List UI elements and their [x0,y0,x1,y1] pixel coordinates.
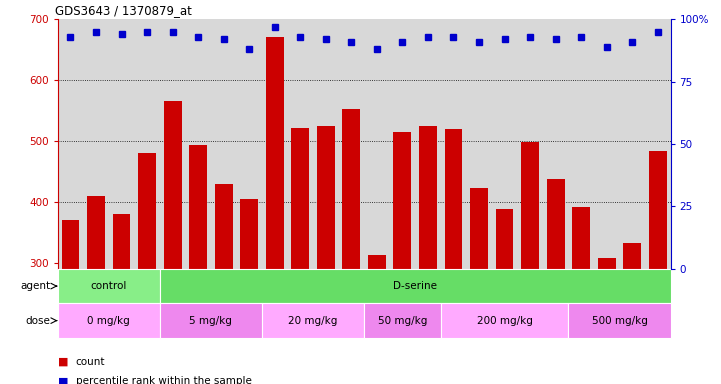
Bar [572,207,590,269]
Text: 0 mg/kg: 0 mg/kg [87,316,130,326]
Bar [240,199,258,269]
Bar [598,258,616,269]
Text: agent: agent [20,281,50,291]
Bar [568,303,671,338]
Bar [58,303,160,338]
Text: 20 mg/kg: 20 mg/kg [288,316,337,326]
Bar [164,101,182,269]
Bar [470,188,488,269]
Text: ■: ■ [58,376,68,384]
Bar [623,243,641,269]
Text: GDS3643 / 1370879_at: GDS3643 / 1370879_at [55,3,192,17]
Bar [61,220,79,269]
Text: percentile rank within the sample: percentile rank within the sample [76,376,252,384]
Bar [87,196,105,269]
Text: dose: dose [25,316,50,326]
Text: control: control [91,281,127,291]
Text: 200 mg/kg: 200 mg/kg [477,316,533,326]
Bar [215,184,233,269]
Text: ■: ■ [58,357,68,367]
Bar [495,209,513,269]
Bar [138,153,156,269]
Text: 500 mg/kg: 500 mg/kg [591,316,647,326]
Text: 5 mg/kg: 5 mg/kg [190,316,232,326]
Bar [189,145,207,269]
Bar [160,269,671,303]
Text: count: count [76,357,105,367]
Bar [419,126,437,269]
Bar [368,255,386,269]
Text: 50 mg/kg: 50 mg/kg [378,316,427,326]
Text: D-serine: D-serine [393,281,437,291]
Bar [547,179,565,269]
Bar [266,38,283,269]
Bar [317,126,335,269]
Bar [262,303,364,338]
Bar [342,109,360,269]
Bar [445,129,462,269]
Bar [364,303,441,338]
Bar [649,151,667,269]
Bar [160,303,262,338]
Bar [394,132,412,269]
Bar [441,303,568,338]
Bar [112,214,131,269]
Bar [58,269,160,303]
Bar [291,127,309,269]
Bar [521,142,539,269]
